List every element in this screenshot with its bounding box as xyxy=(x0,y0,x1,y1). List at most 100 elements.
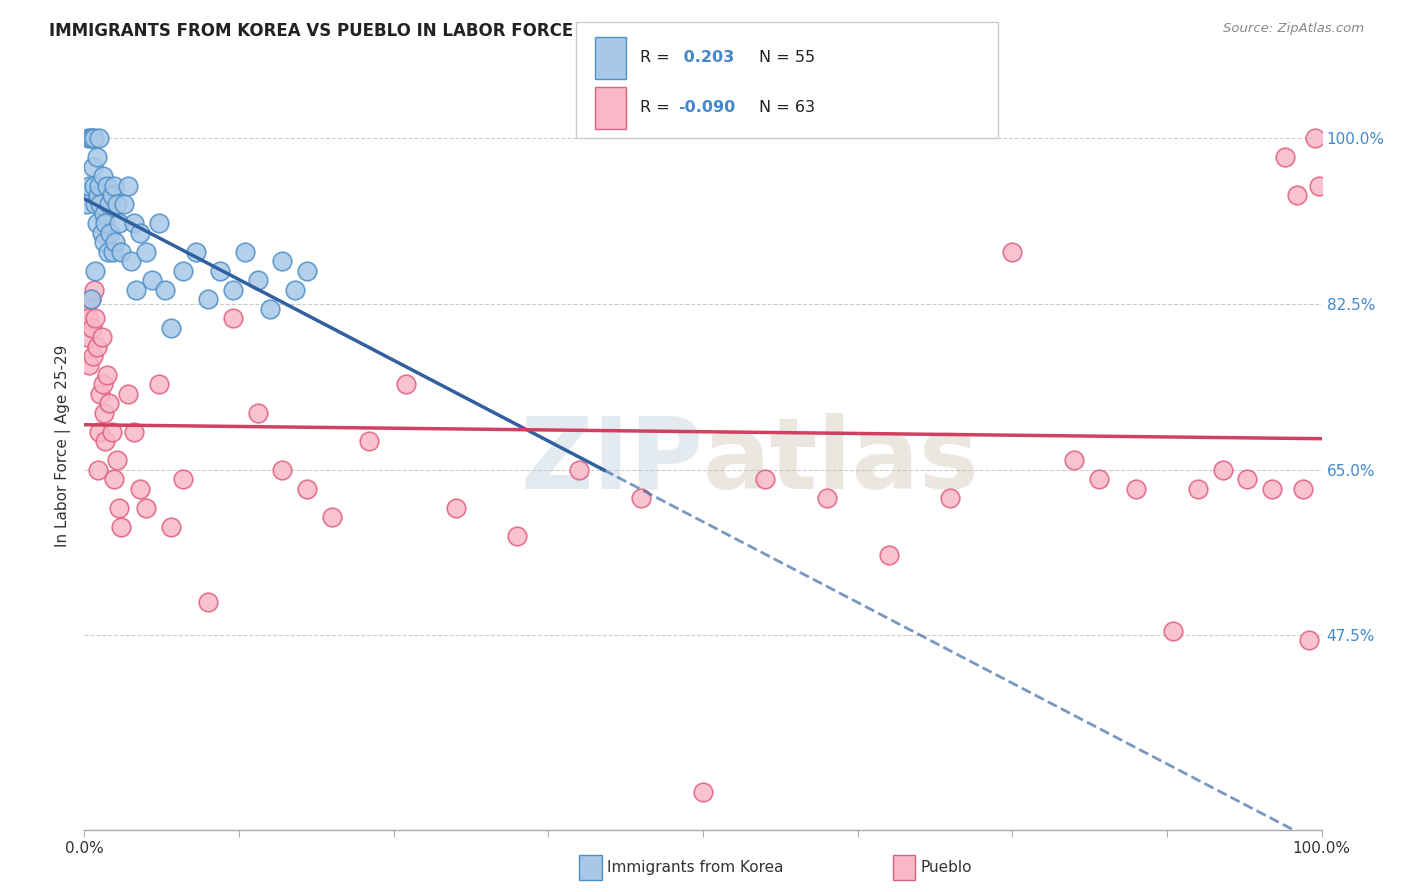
Text: N = 55: N = 55 xyxy=(759,51,815,65)
Point xyxy=(83,283,105,297)
Point xyxy=(76,330,98,344)
Point xyxy=(233,244,256,259)
Text: Immigrants from Korea: Immigrants from Korea xyxy=(607,861,785,875)
Point xyxy=(97,244,120,259)
Point xyxy=(1001,244,1024,259)
Point xyxy=(82,349,104,363)
Point xyxy=(87,188,110,202)
Point xyxy=(1063,453,1085,467)
Point xyxy=(91,377,114,392)
Point xyxy=(160,519,183,533)
Point xyxy=(79,131,101,145)
Point xyxy=(939,491,962,505)
Text: Pueblo: Pueblo xyxy=(921,861,973,875)
Point xyxy=(222,283,245,297)
Point xyxy=(1308,178,1330,193)
Point xyxy=(1212,463,1234,477)
Point xyxy=(87,463,110,477)
Text: 0.203: 0.203 xyxy=(678,51,734,65)
Point xyxy=(1305,131,1327,145)
Point xyxy=(110,519,132,533)
Point xyxy=(148,216,170,230)
Point xyxy=(197,595,219,609)
Point xyxy=(80,131,103,145)
Point xyxy=(295,482,318,496)
Point xyxy=(93,207,115,221)
Point xyxy=(75,301,97,316)
Point xyxy=(172,472,194,486)
Point xyxy=(83,131,105,145)
Point xyxy=(1125,482,1147,496)
Point xyxy=(84,311,107,326)
Point xyxy=(108,216,131,230)
Point xyxy=(120,254,142,268)
Point xyxy=(1292,482,1315,496)
Point xyxy=(98,396,121,410)
Text: IMMIGRANTS FROM KOREA VS PUEBLO IN LABOR FORCE | AGE 25-29 CORRELATION CHART: IMMIGRANTS FROM KOREA VS PUEBLO IN LABOR… xyxy=(49,22,893,40)
Point xyxy=(100,188,122,202)
Point xyxy=(1088,472,1111,486)
Point xyxy=(630,491,652,505)
Point xyxy=(692,785,714,799)
Point xyxy=(96,178,118,193)
Point xyxy=(101,244,124,259)
Point xyxy=(89,197,111,211)
Text: atlas: atlas xyxy=(703,413,980,510)
Point xyxy=(105,197,128,211)
Point xyxy=(89,178,111,193)
Point xyxy=(112,197,135,211)
Point xyxy=(84,197,107,211)
Point xyxy=(153,283,176,297)
Point xyxy=(1261,482,1284,496)
Point xyxy=(395,377,418,392)
Text: R =: R = xyxy=(640,101,675,115)
Point xyxy=(90,226,112,240)
Point xyxy=(93,406,115,420)
Text: N = 63: N = 63 xyxy=(759,101,815,115)
Text: Source: ZipAtlas.com: Source: ZipAtlas.com xyxy=(1223,22,1364,36)
Point xyxy=(117,387,139,401)
Point xyxy=(184,244,207,259)
Point xyxy=(160,320,183,334)
Point xyxy=(141,273,163,287)
Point xyxy=(82,160,104,174)
Point xyxy=(103,178,125,193)
Point xyxy=(94,216,117,230)
Point xyxy=(284,283,307,297)
Point xyxy=(105,453,128,467)
Point xyxy=(79,292,101,306)
Point xyxy=(83,178,105,193)
Point xyxy=(754,472,776,486)
Point xyxy=(117,178,139,193)
Point xyxy=(100,425,122,439)
Point xyxy=(172,264,194,278)
Point xyxy=(89,387,111,401)
Point xyxy=(104,235,127,250)
Point xyxy=(246,273,269,287)
Point xyxy=(129,226,152,240)
Text: R =: R = xyxy=(640,51,675,65)
Text: ZIP: ZIP xyxy=(520,413,703,510)
Point xyxy=(89,425,111,439)
Point xyxy=(1285,188,1308,202)
Point xyxy=(79,292,101,306)
Point xyxy=(94,434,117,449)
Point xyxy=(444,500,467,515)
Point xyxy=(209,264,232,278)
Point xyxy=(77,131,100,145)
Point xyxy=(259,301,281,316)
Point xyxy=(1236,472,1258,486)
Point xyxy=(1298,633,1320,648)
Point xyxy=(90,330,112,344)
Point xyxy=(86,150,108,164)
Point xyxy=(86,340,108,354)
Point xyxy=(108,500,131,515)
Point xyxy=(89,131,111,145)
Text: -0.090: -0.090 xyxy=(678,101,735,115)
Point xyxy=(122,216,145,230)
Point xyxy=(568,463,591,477)
Point xyxy=(103,472,125,486)
Point xyxy=(77,311,100,326)
Point xyxy=(877,548,900,562)
Point xyxy=(76,197,98,211)
